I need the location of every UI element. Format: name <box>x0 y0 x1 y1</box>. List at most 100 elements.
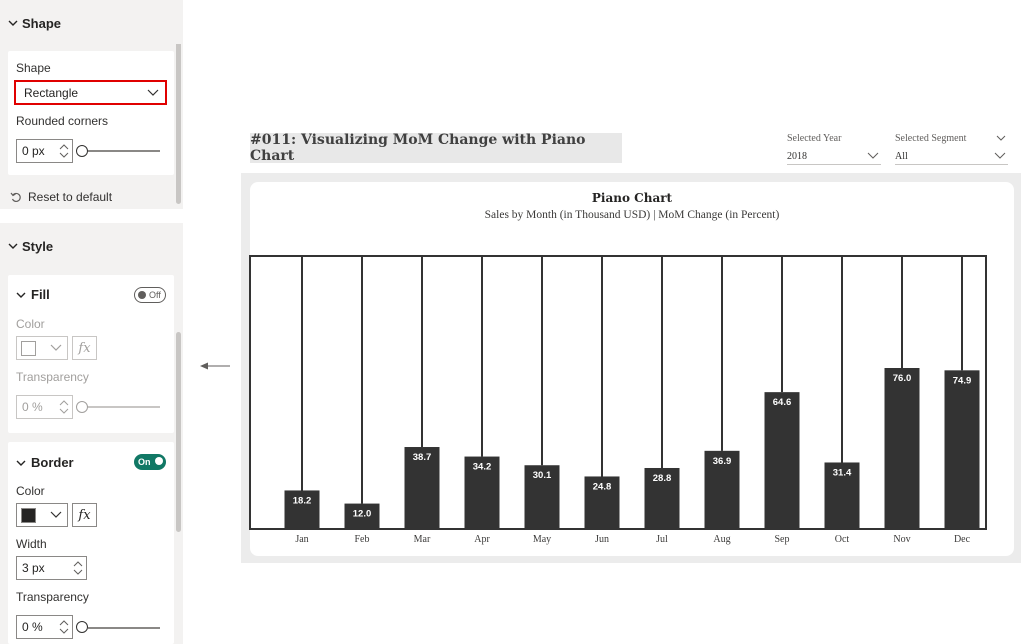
x-tick-label: Aug <box>713 534 730 545</box>
border-card: Border On Color fx Width 3 px Transparen… <box>8 442 174 644</box>
segment-slicer-dropdown[interactable]: All <box>895 149 1008 165</box>
fill-transparency-label: Transparency <box>16 370 89 384</box>
bar-jan[interactable] <box>284 490 320 529</box>
bar-jul[interactable] <box>644 467 680 529</box>
section-divider <box>0 209 183 223</box>
border-color-swatch <box>21 508 36 523</box>
bar-oct[interactable] <box>824 462 860 529</box>
fill-title: Fill <box>31 287 50 302</box>
data-label: 30.1 <box>533 470 552 481</box>
border-fx-button[interactable]: fx <box>72 503 97 527</box>
shape-section-title: Shape <box>22 15 62 31</box>
data-label: 74.9 <box>953 375 972 386</box>
chart-subtitle: Sales by Month (in Thousand USD) | MoM C… <box>484 209 780 221</box>
segment-slicer-value: All <box>895 151 908 162</box>
data-label: 12.0 <box>353 509 372 520</box>
bar-dec[interactable] <box>944 370 980 529</box>
chevron-down-icon <box>8 20 18 26</box>
bar-nov[interactable] <box>884 368 920 529</box>
chevron-down-icon <box>16 292 26 298</box>
chevron-down-icon <box>50 344 62 351</box>
fill-card: Fill Off Color fx Transparency 0 % <box>8 275 174 433</box>
format-pane: Shape Shape Rectangle Rounded corners 0 … <box>0 0 183 644</box>
style-section-header[interactable]: Style <box>0 225 183 267</box>
fill-transparency-slider-track[interactable] <box>88 406 160 408</box>
rounded-corners-slider-thumb[interactable] <box>76 145 88 157</box>
bar-sep[interactable] <box>764 392 800 529</box>
fill-toggle-label: Off <box>149 290 161 300</box>
data-label: 36.9 <box>713 456 732 467</box>
fill-transparency-input[interactable]: 0 % <box>16 395 73 419</box>
x-tick-label: Jan <box>295 534 308 545</box>
fill-header[interactable]: Fill <box>16 287 50 302</box>
bar-aug[interactable] <box>704 450 740 529</box>
reset-icon <box>10 192 21 203</box>
x-tick-label: Nov <box>893 534 910 545</box>
border-toggle[interactable]: On <box>134 454 166 470</box>
border-transparency-input[interactable]: 0 % <box>16 615 73 639</box>
year-slicer-label: Selected Year <box>787 133 842 144</box>
x-tick-label: Jul <box>656 534 668 545</box>
x-tick-label: Jun <box>595 534 609 545</box>
data-label: 64.6 <box>773 397 792 408</box>
rounded-corners-slider-track[interactable] <box>88 150 160 152</box>
border-color-picker[interactable] <box>16 503 68 527</box>
year-slicer-dropdown[interactable]: 2018 <box>787 149 881 165</box>
border-transparency-slider-track[interactable] <box>88 627 160 629</box>
rounded-corners-input[interactable]: 0 px <box>16 139 73 163</box>
data-label: 18.2 <box>293 495 312 506</box>
segment-slicer[interactable]: Selected Segment All <box>895 133 1008 165</box>
data-label: 38.7 <box>413 452 432 463</box>
x-tick-label: Sep <box>775 534 790 545</box>
spinner-arrows-icon[interactable] <box>59 142 69 160</box>
rounded-corners-label: Rounded corners <box>16 114 109 128</box>
chevron-down-icon <box>994 152 1006 159</box>
border-width-value: 3 px <box>22 561 45 575</box>
border-header[interactable]: Border <box>16 455 74 470</box>
shape-label: Shape <box>16 61 51 75</box>
fill-color-picker[interactable] <box>16 336 68 360</box>
fill-transparency-value: 0 % <box>22 400 43 414</box>
fill-toggle[interactable]: Off <box>134 287 166 303</box>
chevron-down-icon[interactable] <box>996 135 1006 142</box>
shape-dropdown[interactable]: Rectangle <box>14 80 167 105</box>
reset-to-default-button[interactable]: Reset to default <box>10 190 112 204</box>
x-tick-label: Feb <box>355 534 370 545</box>
bar-feb[interactable] <box>344 503 380 529</box>
data-label: 34.2 <box>473 462 492 473</box>
border-transparency-slider-thumb[interactable] <box>76 621 88 633</box>
bar-apr[interactable] <box>464 456 500 529</box>
year-slicer-value: 2018 <box>787 151 807 162</box>
data-label: 28.8 <box>653 473 672 484</box>
bar-jun[interactable] <box>584 476 620 529</box>
fill-fx-button[interactable]: fx <box>72 336 97 360</box>
pane-scrollbar-lower[interactable] <box>176 332 181 532</box>
style-section-title: Style <box>22 238 54 254</box>
border-toggle-label: On <box>138 457 151 467</box>
spinner-arrows-icon[interactable] <box>73 559 83 577</box>
border-width-input[interactable]: 3 px <box>16 556 87 580</box>
toggle-knob <box>138 291 146 299</box>
x-tick-label: Apr <box>474 534 490 545</box>
fill-transparency-slider-thumb[interactable] <box>76 401 88 413</box>
data-label: 24.8 <box>593 481 612 492</box>
chevron-down-icon <box>867 152 879 159</box>
spinner-arrows-icon[interactable] <box>59 618 69 636</box>
bar-mar[interactable] <box>404 447 440 529</box>
x-tick-label: Oct <box>835 534 850 545</box>
fill-color-label: Color <box>16 317 45 331</box>
fill-color-swatch <box>21 341 36 356</box>
shape-section-header[interactable]: Shape <box>0 2 183 44</box>
pane-scrollbar[interactable] <box>176 4 181 204</box>
x-tick-label: May <box>533 534 551 545</box>
year-slicer[interactable]: Selected Year 2018 <box>787 133 881 165</box>
chevron-down-icon <box>16 460 26 466</box>
border-transparency-label: Transparency <box>16 590 89 604</box>
border-title: Border <box>31 455 74 470</box>
bar-may[interactable] <box>524 465 560 529</box>
shape-card: Shape Rectangle Rounded corners 0 px <box>8 51 174 175</box>
chevron-down-icon <box>147 89 159 96</box>
piano-chart: 18.2 Jan 12.0 Feb 38.7 Mar 34.2 Apr 30.1 May 24.8 J… <box>249 255 987 545</box>
spinner-arrows-icon[interactable] <box>59 398 69 416</box>
data-label: 76.0 <box>893 373 912 384</box>
